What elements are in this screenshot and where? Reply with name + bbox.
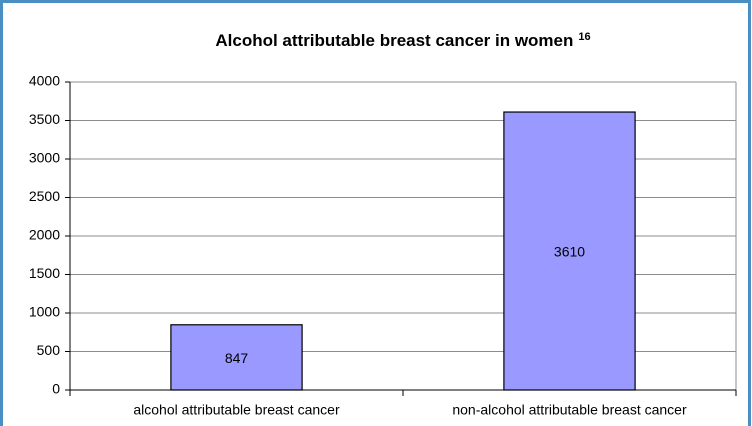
y-tick-label: 2500 [29, 188, 60, 204]
bar [503, 111, 636, 391]
bar [170, 324, 303, 391]
y-tick-label: 0 [52, 381, 60, 397]
title-text: Alcohol attributable breast cancer in wo… [215, 31, 573, 50]
data-label: 847 [225, 350, 249, 366]
y-tick-label: 500 [37, 342, 61, 358]
x-tick-label: non-alcohol attributable breast cancer [452, 402, 687, 418]
y-tick-label: 3500 [29, 111, 60, 127]
y-tick-label: 1500 [29, 265, 60, 281]
title-superscript: 16 [578, 31, 590, 43]
x-tick-label: alcohol attributable breast cancer [133, 402, 340, 418]
data-label: 3610 [554, 244, 585, 260]
y-tick-label: 1000 [29, 304, 60, 320]
chart-title: Alcohol attributable breast cancer in wo… [215, 31, 590, 51]
y-tick-label: 2000 [29, 227, 60, 243]
y-tick-label: 4000 [29, 73, 60, 89]
y-tick-label: 3000 [29, 150, 60, 166]
